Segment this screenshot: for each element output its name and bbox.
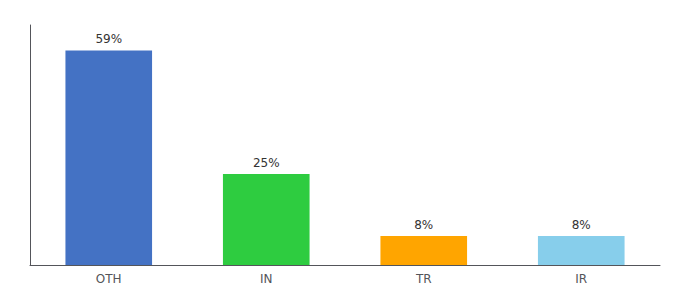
svg-text:8%: 8% (414, 218, 433, 232)
svg-text:59%: 59% (95, 32, 122, 46)
svg-text:8%: 8% (572, 218, 591, 232)
svg-text:IR: IR (575, 272, 587, 286)
svg-text:TR: TR (415, 272, 432, 286)
svg-text:25%: 25% (253, 156, 280, 170)
svg-text:IN: IN (260, 272, 273, 286)
svg-text:OTH: OTH (96, 272, 122, 286)
